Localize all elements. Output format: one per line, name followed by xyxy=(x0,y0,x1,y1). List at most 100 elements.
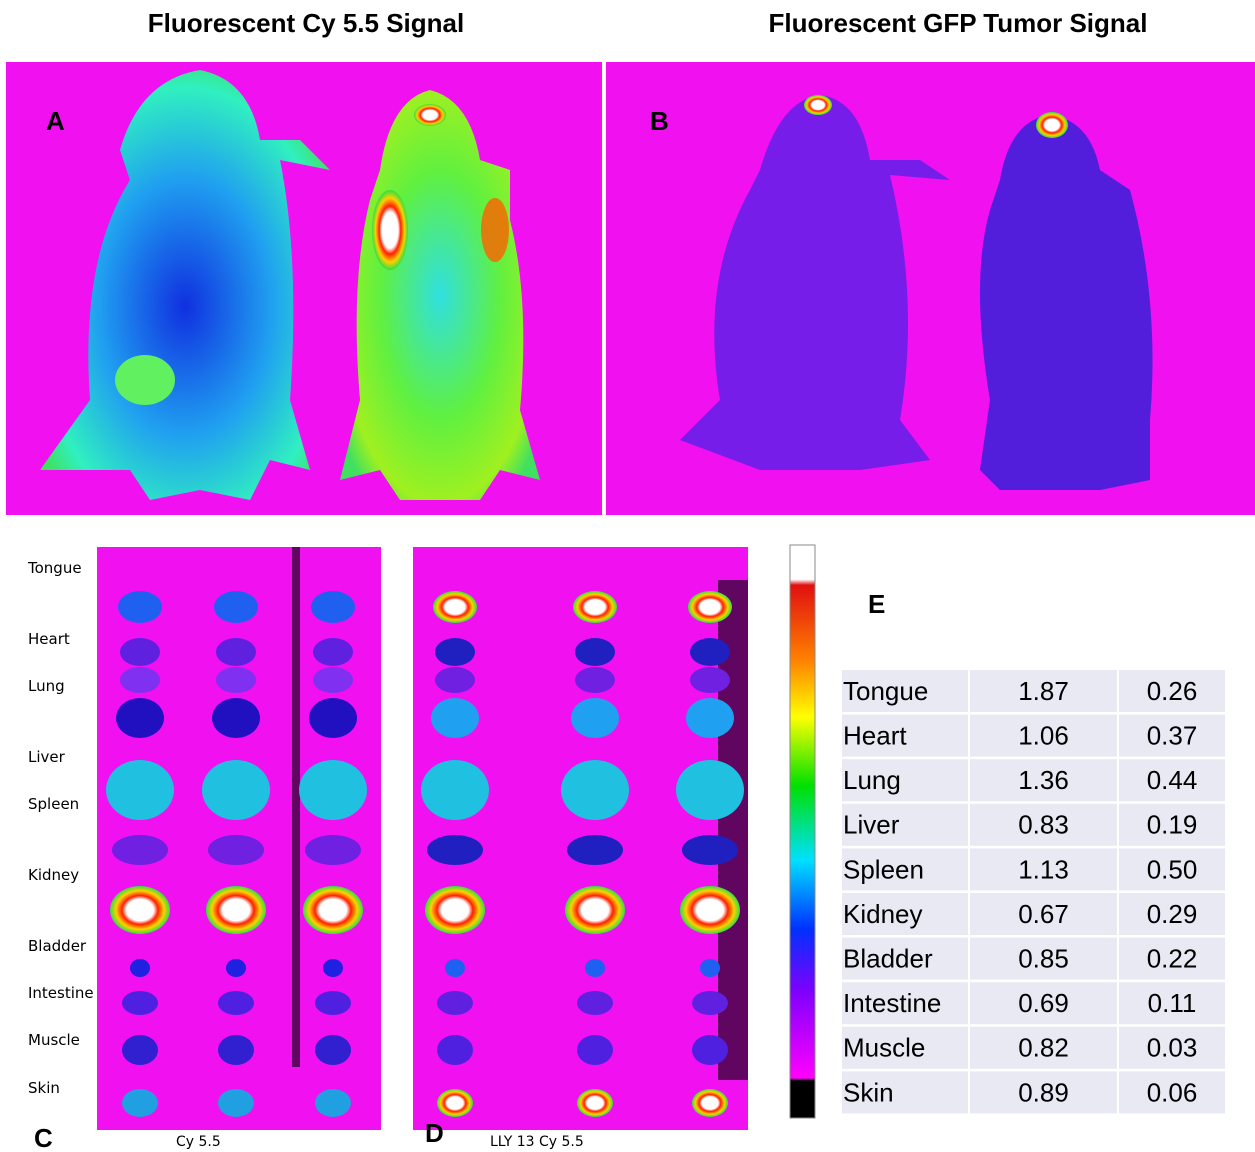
organ xyxy=(676,760,744,820)
organ xyxy=(585,959,605,977)
organ-label: Liver xyxy=(28,748,66,766)
table-text: 0.83 xyxy=(1018,810,1069,840)
organ xyxy=(313,638,353,666)
organ xyxy=(315,1035,351,1065)
organ-label: Kidney xyxy=(28,866,79,884)
organ xyxy=(571,698,619,738)
organ xyxy=(425,886,485,934)
organ xyxy=(437,1035,473,1065)
panel-label: B xyxy=(650,106,669,136)
table-text: 1.13 xyxy=(1018,854,1069,884)
organ xyxy=(692,991,728,1015)
table-text: Lung xyxy=(843,765,901,795)
organ xyxy=(309,698,357,738)
table-text: 0.06 xyxy=(1147,1077,1198,1107)
blob xyxy=(372,190,408,270)
organ xyxy=(573,591,617,623)
organ xyxy=(305,835,361,865)
background-noise xyxy=(292,547,300,1067)
organ xyxy=(692,1035,728,1065)
caption: Cy 5.5 xyxy=(176,1134,221,1150)
table-text: 0.03 xyxy=(1147,1033,1198,1063)
table-text: 0.19 xyxy=(1147,810,1198,840)
table-text: Muscle xyxy=(843,1033,925,1063)
organ xyxy=(315,991,351,1015)
table-text: 1.06 xyxy=(1018,720,1069,750)
organ xyxy=(692,1089,728,1117)
table-text: Intestine xyxy=(843,988,941,1018)
organ xyxy=(110,886,170,934)
table-text: 0.11 xyxy=(1148,988,1197,1018)
table-text: 0.85 xyxy=(1018,943,1069,973)
blob xyxy=(1036,112,1068,138)
organ xyxy=(106,760,174,820)
organ xyxy=(218,1035,254,1065)
organ xyxy=(565,886,625,934)
organ xyxy=(433,591,477,623)
table-text: Spleen xyxy=(843,854,924,884)
organ xyxy=(303,886,363,934)
table-text: 1.87 xyxy=(1018,676,1069,706)
panel-label: A xyxy=(46,106,65,136)
organ xyxy=(130,959,150,977)
organ xyxy=(437,1089,473,1117)
table-text: 0.89 xyxy=(1018,1077,1069,1107)
organ xyxy=(202,760,270,820)
blob xyxy=(115,355,175,405)
organ xyxy=(315,1089,351,1117)
organ xyxy=(120,667,160,693)
organ xyxy=(216,667,256,693)
organ xyxy=(122,1035,158,1065)
figure: Fluorescent Cy 5.5 Signal Fluorescent GF… xyxy=(0,0,1255,1152)
organ-label: Spleen xyxy=(28,795,79,813)
organ xyxy=(299,760,367,820)
table-text: Bladder xyxy=(843,943,933,973)
organ xyxy=(120,638,160,666)
organ xyxy=(116,698,164,738)
title: Fluorescent Cy 5.5 Signal xyxy=(148,8,464,38)
caption: LLY 13 Cy 5.5 xyxy=(490,1134,584,1150)
table-text: 0.44 xyxy=(1147,765,1198,795)
organ-label: Muscle xyxy=(28,1031,80,1049)
organ xyxy=(690,667,730,693)
panel-label: D xyxy=(425,1118,444,1148)
table-text: Skin xyxy=(843,1077,894,1107)
organ xyxy=(323,959,343,977)
organ xyxy=(682,835,738,865)
organ xyxy=(421,760,489,820)
panel-label: E xyxy=(868,589,885,619)
table-text: 0.37 xyxy=(1147,720,1198,750)
blob xyxy=(804,95,832,115)
organ xyxy=(218,1089,254,1117)
organ xyxy=(686,698,734,738)
table-text: Kidney xyxy=(843,899,923,929)
title: Fluorescent GFP Tumor Signal xyxy=(769,8,1148,38)
organ xyxy=(112,835,168,865)
organ xyxy=(431,698,479,738)
table-text: Liver xyxy=(843,810,900,840)
organ-label: Bladder xyxy=(28,937,87,955)
organ xyxy=(567,835,623,865)
organ xyxy=(118,591,162,623)
organ xyxy=(688,591,732,623)
organ-label: Heart xyxy=(28,630,70,648)
organ xyxy=(216,638,256,666)
table-text: 0.67 xyxy=(1018,899,1069,929)
table-text: 0.26 xyxy=(1147,676,1198,706)
organ xyxy=(313,667,353,693)
organ-label: Intestine xyxy=(28,984,94,1002)
table-text: 0.50 xyxy=(1147,854,1198,884)
organ xyxy=(437,991,473,1015)
organ xyxy=(226,959,246,977)
table-text: 0.69 xyxy=(1018,988,1069,1018)
table-text: Heart xyxy=(843,720,907,750)
table: Tongue 1.87 0.26 Heart 1.06 0.37 Lung 1.36 0.44 L… xyxy=(842,670,1225,1113)
blob xyxy=(481,198,509,262)
organ xyxy=(122,1089,158,1117)
organ xyxy=(206,886,266,934)
organ xyxy=(575,638,615,666)
table-text: Tongue xyxy=(843,676,928,706)
organ xyxy=(680,886,740,934)
organ xyxy=(577,991,613,1015)
table-text: 1.36 xyxy=(1018,765,1069,795)
